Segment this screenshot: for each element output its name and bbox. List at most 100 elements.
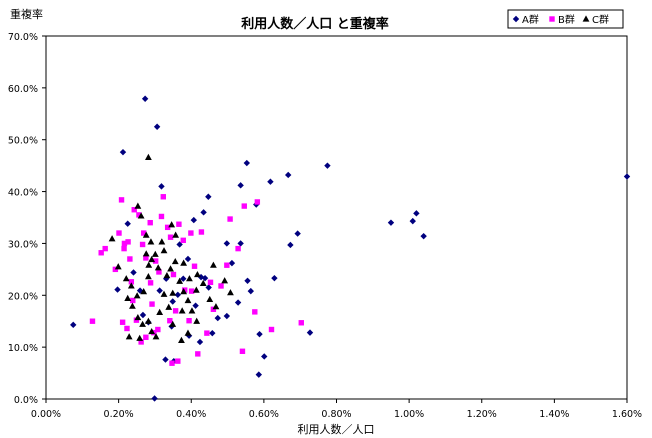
square-marker (136, 212, 142, 218)
square-marker (143, 334, 149, 340)
series-2 (89, 194, 304, 366)
x-tick-label: 0.00% (31, 409, 61, 420)
x-tick-label: 0.20% (104, 409, 134, 420)
diamond-marker (306, 329, 314, 336)
square-marker (130, 297, 136, 304)
square-marker (118, 197, 125, 203)
diamond-marker (192, 302, 199, 309)
legend-box (507, 9, 624, 29)
triangle-marker (147, 238, 155, 245)
legend-diamond-icon (512, 15, 520, 23)
triangle-marker (221, 277, 229, 284)
triangle-marker (178, 336, 185, 344)
square-marker (156, 269, 162, 275)
diamond-marker (223, 312, 231, 320)
square-marker (188, 230, 194, 236)
square-marker (169, 360, 175, 366)
y-tick-label: 40.0% (8, 188, 38, 199)
square-marker (155, 326, 161, 333)
diamond-marker (162, 356, 169, 363)
triangle-marker (172, 231, 180, 238)
triangle-marker (136, 334, 144, 341)
square-marker (160, 194, 166, 200)
square-marker (167, 317, 173, 324)
diamond-marker (180, 275, 187, 282)
triangle-marker (176, 277, 184, 284)
triangle-marker (140, 288, 148, 295)
diamond-marker (234, 299, 242, 306)
square-marker (172, 308, 179, 314)
square-marker (176, 221, 182, 227)
square-marker (180, 237, 186, 244)
diamond-marker (255, 371, 262, 378)
square-marker (125, 239, 131, 245)
triangle-marker (148, 255, 156, 263)
triangle-marker (139, 320, 146, 327)
square-marker (140, 230, 147, 236)
diamond-marker (136, 287, 144, 294)
triangle-marker (184, 296, 192, 304)
series-3 (108, 153, 234, 344)
square-marker (170, 271, 177, 278)
square-marker (138, 339, 144, 345)
y-tick-label: 60.0% (8, 84, 38, 95)
diamond-marker (271, 274, 278, 282)
diamond-marker (153, 123, 161, 130)
diamond-marker (228, 259, 236, 267)
diamond-marker (190, 216, 197, 224)
square-marker (239, 348, 246, 354)
diamond-marker (237, 182, 244, 189)
triangle-marker (192, 286, 200, 293)
square-marker (147, 219, 153, 226)
x-tick-label: 1.40% (539, 409, 569, 420)
triangle-marker (151, 250, 159, 257)
triangle-marker (169, 320, 177, 327)
triangle-marker (152, 333, 160, 340)
legend-label: C群 (592, 13, 609, 26)
y-axis-ticks: 0.0% 10.0% 20.0% 30.0% 40.0% 50.0% 60.0% 70.0% (8, 32, 46, 406)
square-marker (98, 250, 104, 256)
triangle-marker (188, 307, 196, 314)
diamond-marker (196, 338, 204, 346)
diamond-marker (139, 311, 147, 319)
square-marker (191, 263, 198, 269)
diamond-marker (70, 321, 77, 329)
plot-area (45, 35, 628, 400)
triangle-marker (137, 212, 145, 219)
triangle-marker (145, 153, 152, 160)
triangle-marker (199, 279, 207, 286)
square-marker (254, 199, 261, 205)
triangle-marker (193, 317, 201, 324)
diamond-marker (169, 298, 176, 305)
square-marker (124, 325, 130, 332)
triangle-marker (165, 303, 173, 310)
triangle-marker (168, 221, 176, 228)
y-tick-label: 0.0% (14, 395, 38, 406)
x-tick-label: 1.20% (467, 409, 497, 420)
triangle-marker (142, 231, 150, 238)
y-tick-label: 20.0% (8, 291, 38, 302)
triangle-marker (142, 250, 150, 257)
triangle-marker (125, 333, 133, 340)
y-tick-label: 10.0% (8, 343, 38, 354)
square-marker (121, 245, 127, 252)
square-marker (227, 216, 233, 222)
triangle-marker (145, 261, 153, 268)
diamond-marker (261, 353, 268, 360)
diamond-marker (294, 230, 301, 237)
triangle-marker (186, 275, 193, 282)
diamond-marker (247, 287, 255, 295)
triangle-marker (212, 303, 220, 310)
square-marker (204, 330, 210, 336)
square-marker (127, 256, 133, 262)
square-marker (235, 245, 241, 252)
square-marker (128, 279, 135, 285)
triangle-marker (160, 247, 168, 254)
triangle-marker (114, 263, 122, 270)
diamond-marker (324, 162, 331, 169)
triangle-marker (160, 290, 168, 297)
diamond-marker (243, 159, 251, 167)
legend: A群 B群 C群 (507, 9, 624, 29)
triangle-marker (122, 275, 130, 282)
triangle-marker (178, 307, 186, 314)
